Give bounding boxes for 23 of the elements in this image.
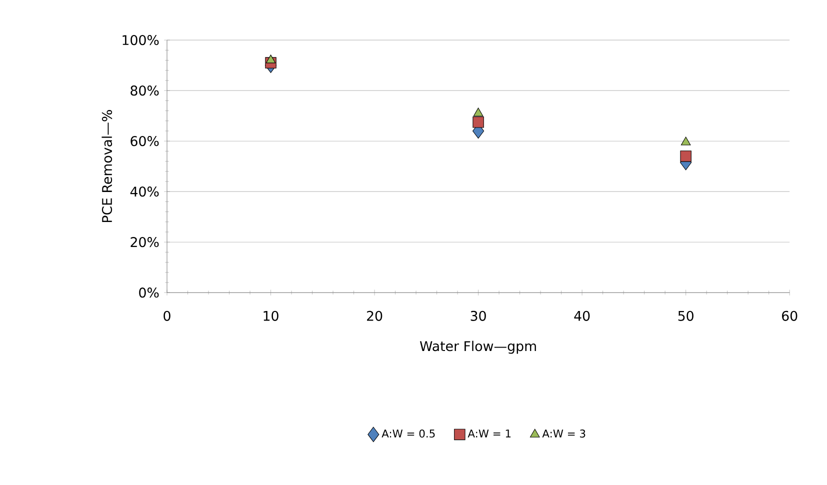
x-tick-label: 0: [164, 310, 170, 321]
legend-label: A:W = 0.5: [382, 430, 435, 438]
legend-label: A:W = 3: [542, 430, 586, 438]
x-tick-label: 30: [470, 310, 486, 321]
point: [680, 136, 691, 146]
y-tick-label: 100%: [122, 35, 159, 46]
x-axis-title: Water Flow—gpm: [420, 340, 536, 354]
x-tick-label: 20: [367, 310, 382, 321]
y-tick-label: 80%: [130, 86, 159, 96]
point: [473, 108, 484, 116]
y-tick-label: 60%: [130, 136, 159, 146]
x-tick-label: 40: [574, 310, 590, 321]
legend-label: A:W = 1: [468, 430, 511, 438]
x-tick-label: 60: [782, 310, 798, 321]
point: [680, 150, 692, 162]
point: [266, 54, 276, 64]
y-tick-label: 20%: [130, 237, 159, 248]
point: [472, 116, 484, 128]
y-tick-label: 0%: [139, 288, 159, 298]
x-tick-label: 50: [678, 310, 694, 321]
x-tick-label: 10: [264, 310, 278, 321]
y-tick-label: 40%: [130, 186, 159, 197]
y-axis-title: PCE Removal—%: [102, 110, 112, 222]
